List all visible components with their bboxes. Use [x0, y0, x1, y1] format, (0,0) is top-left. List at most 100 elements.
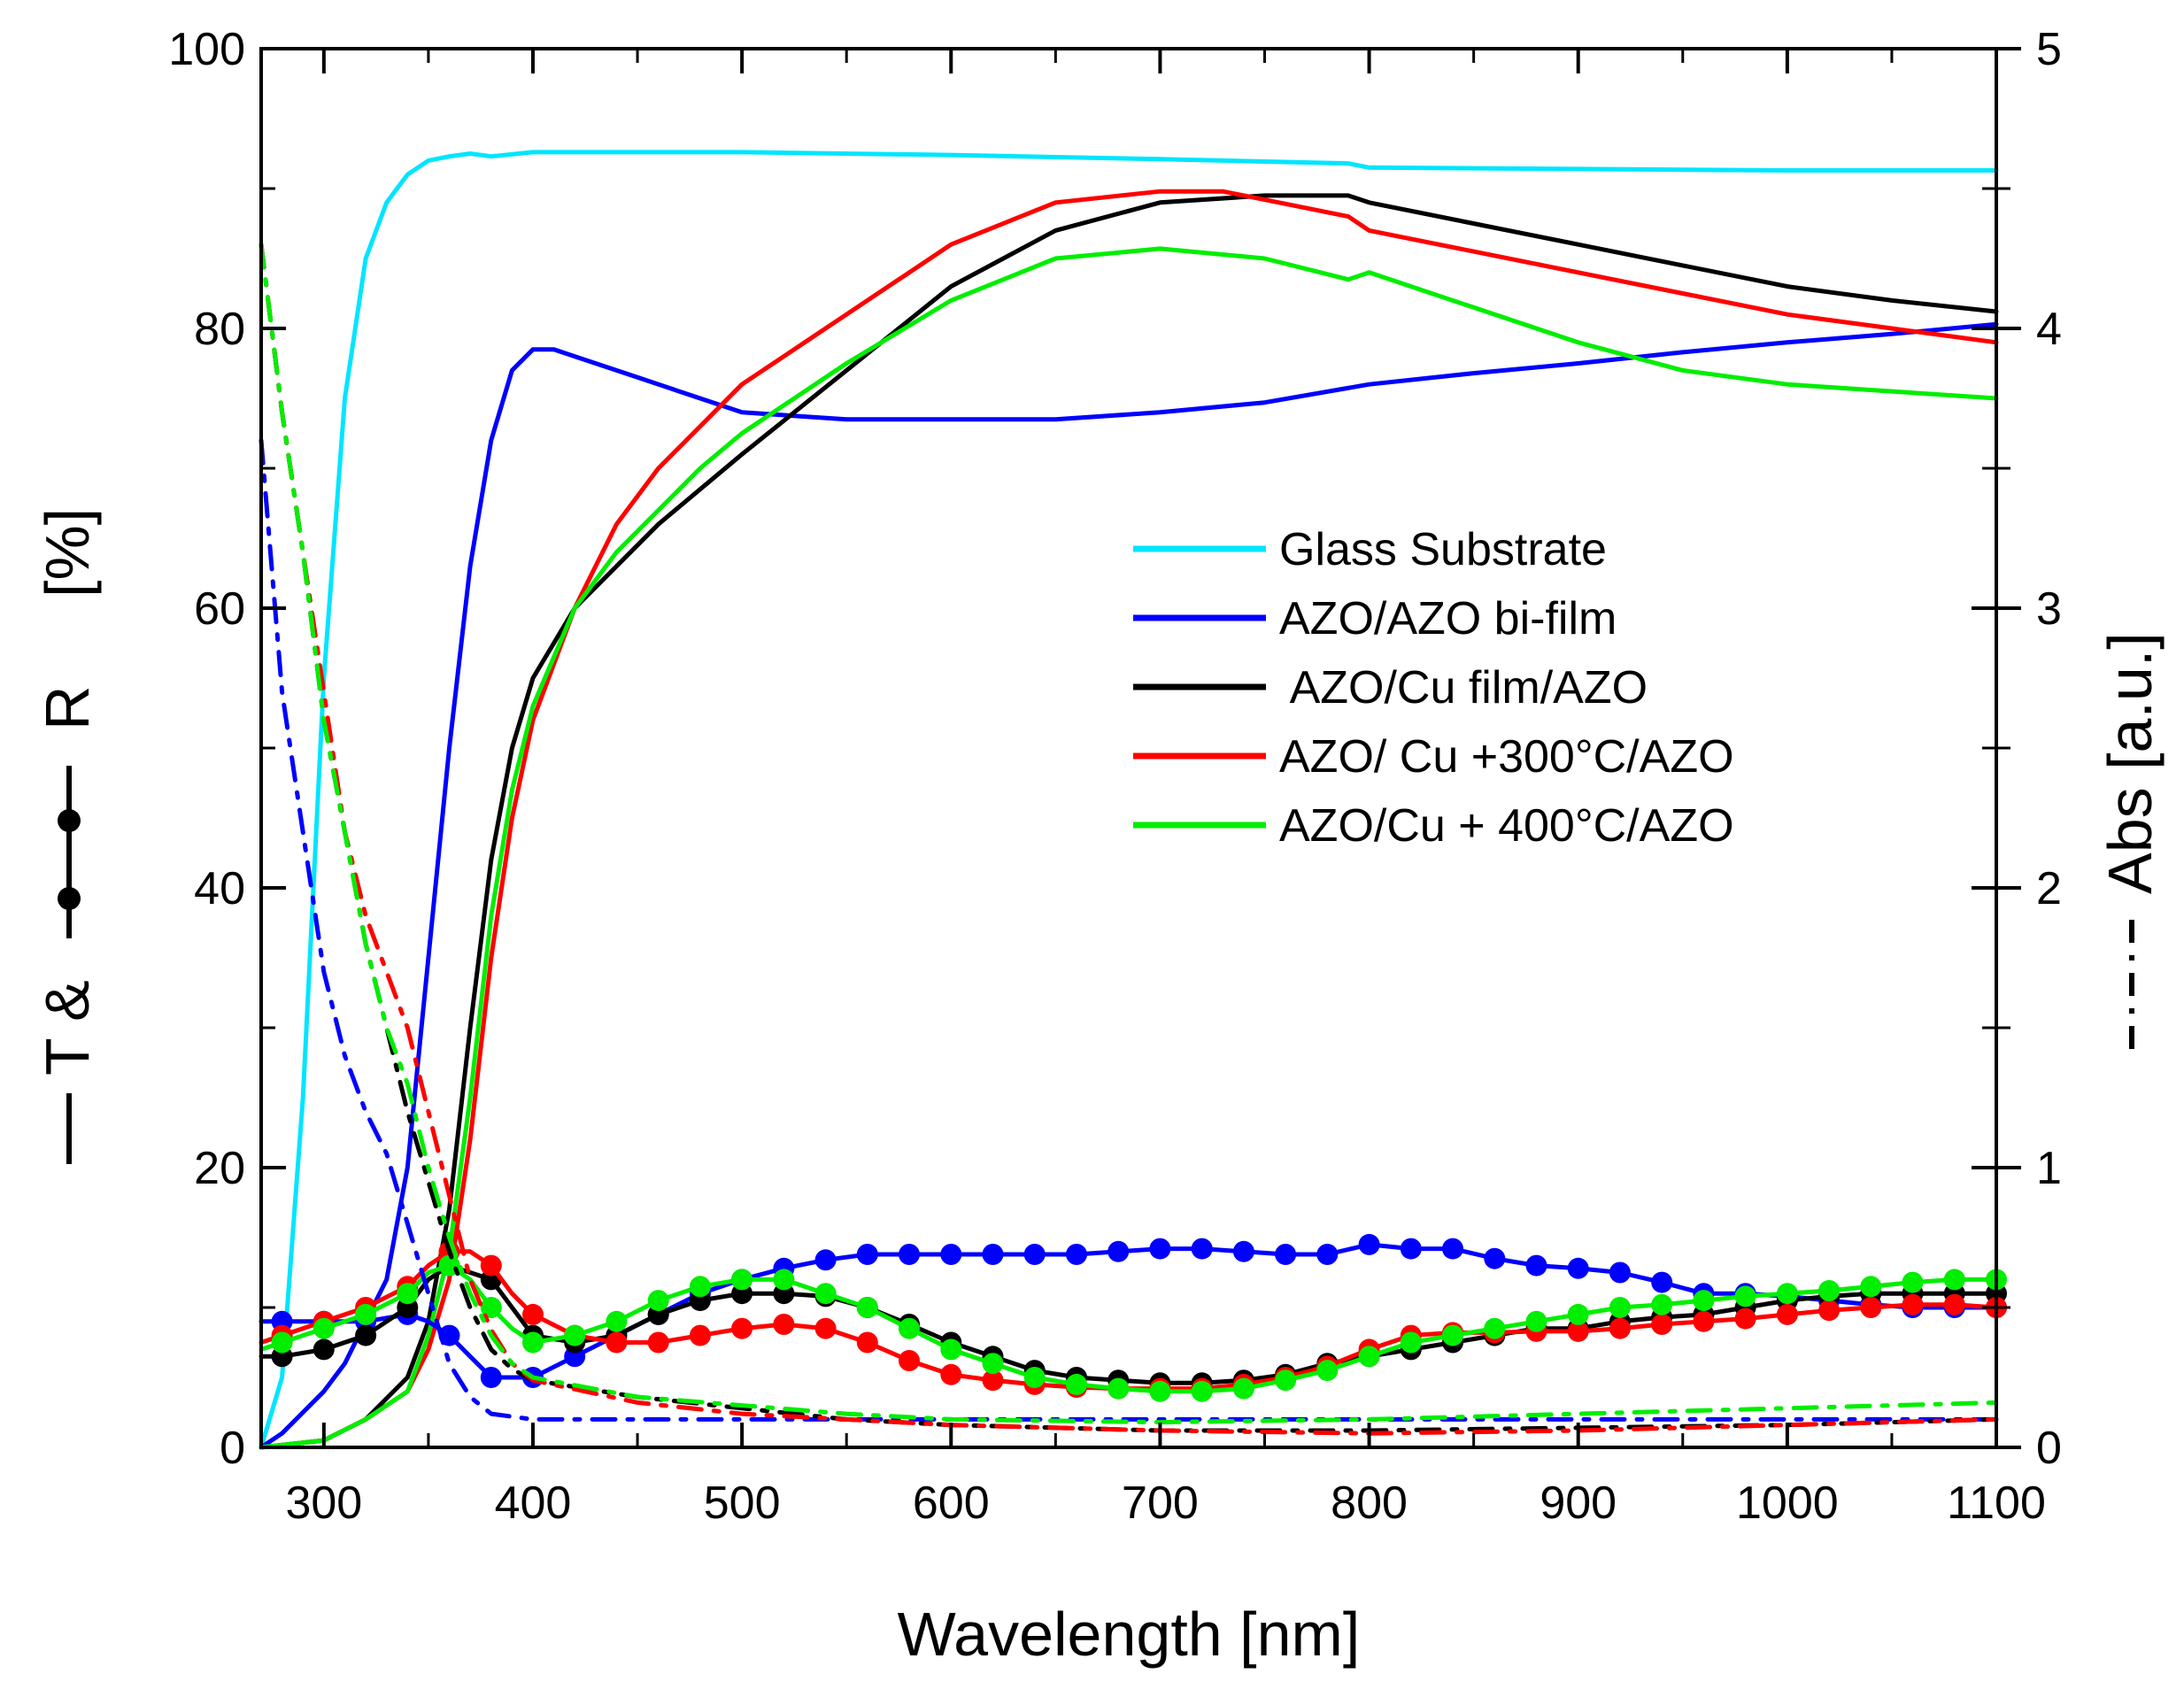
- series-transmittance-azo-cu-400-c-azo: [259, 246, 1999, 1450]
- marker-azo-cu-300-c-azo-600: [940, 1363, 962, 1385]
- marker-azo-cu-300-c-azo-1000: [1776, 1303, 1798, 1325]
- marker-azo-azo-bi-film-660: [1066, 1244, 1087, 1265]
- marker-azo-cu-400-c-azo-560: [856, 1297, 878, 1318]
- marker-azo-cu-400-c-azo-520: [773, 1269, 795, 1291]
- y-left-title-unit: [%]: [33, 508, 102, 598]
- marker-azo-cu-400-c-azo-780: [1316, 1360, 1339, 1382]
- marker-azo-cu-400-c-azo-420: [564, 1324, 586, 1346]
- marker-azo-azo-bi-film-920: [1609, 1261, 1631, 1284]
- marker-azo-azo-bi-film-940: [1651, 1271, 1673, 1293]
- marker-azo-cu-400-c-azo-400: [522, 1331, 544, 1354]
- marker-azo-cu-300-c-azo-940: [1651, 1314, 1673, 1335]
- marker-azo-cu-400-c-azo-860: [1484, 1317, 1506, 1339]
- marker-azo-cu-400-c-azo-480: [689, 1276, 711, 1298]
- marker-azo-cu-400-c-azo-320: [355, 1303, 377, 1325]
- marker-azo-azo-bi-film-560: [856, 1244, 878, 1265]
- y-right-tick-label-0: 0: [2036, 1423, 2062, 1474]
- marker-azo-azo-bi-film-840: [1442, 1238, 1463, 1260]
- marker-azo-azo-bi-film-800: [1358, 1233, 1380, 1255]
- marker-azo-cu-400-c-azo-1040: [1860, 1276, 1882, 1298]
- x-tick-label-1000: 1000: [1736, 1477, 1839, 1529]
- marker-azo-cu-400-c-azo-700: [1149, 1380, 1171, 1402]
- series-transmittance-glass-substrate: [259, 150, 1999, 1450]
- y-left-title-suffix: R: [33, 685, 102, 730]
- marker-azo-cu-300-c-azo-400: [522, 1303, 544, 1325]
- marker-azo-azo-bi-film-380: [480, 1367, 502, 1388]
- marker-azo-cu-400-c-azo-1020: [1818, 1280, 1841, 1301]
- y-left-title-prefix: T &: [33, 980, 102, 1076]
- marker-azo-cu-300-c-azo-620: [982, 1369, 1004, 1392]
- marker-azo-cu-300-c-azo-1060: [1902, 1293, 1924, 1315]
- marker-azo-cu-400-c-azo-920: [1609, 1297, 1631, 1318]
- series-reflectance-azo-cu-400-c-azo: [259, 1263, 1999, 1394]
- marker-azo-cu-300-c-azo-580: [899, 1350, 920, 1371]
- marker-azo-azo-bi-film-820: [1400, 1238, 1422, 1260]
- marker-azo-cu-400-c-azo-280: [271, 1331, 293, 1354]
- x-tick-label-400: 400: [495, 1477, 572, 1529]
- y-right-tick-label-1: 1: [2036, 1143, 2062, 1194]
- marker-azo-cu-300-c-azo-920: [1609, 1317, 1631, 1339]
- marker-azo-cu-300-c-azo-540: [814, 1317, 837, 1339]
- marker-azo-cu-400-c-azo-940: [1651, 1293, 1673, 1315]
- marker-azo-azo-bi-film-760: [1275, 1244, 1297, 1265]
- y-right-axis-ticks: 0 1 2 3 4 5: [1972, 24, 2062, 1474]
- marker-azo-cu-400-c-azo-1000: [1776, 1283, 1798, 1305]
- y-left-tick-label-0: 0: [220, 1423, 245, 1474]
- marker-azo-azo-bi-film-540: [814, 1249, 837, 1271]
- series-reflectance-azo-cu-300-c-azo: [259, 1249, 1999, 1392]
- series-reflectance-azo-cu-film-azo: [259, 1263, 1999, 1385]
- marker-azo-cu-300-c-azo-980: [1734, 1307, 1756, 1330]
- marker-azo-cu-300-c-azo-480: [689, 1324, 711, 1346]
- marker-azo-cu-400-c-azo-720: [1191, 1380, 1213, 1402]
- y-left-tick-label-20: 20: [194, 1143, 245, 1194]
- marker-azo-cu-400-c-azo-740: [1232, 1377, 1254, 1400]
- legend-label-azo-cu-300-c-azo: AZO/ Cu +300°C/AZO: [1279, 731, 1734, 783]
- marker-azo-cu-400-c-azo-500: [731, 1269, 753, 1291]
- marker-azo-azo-bi-film-780: [1316, 1244, 1339, 1265]
- marker-azo-cu-400-c-azo-540: [814, 1283, 837, 1305]
- marker-azo-cu-300-c-azo-440: [606, 1331, 628, 1354]
- marker-azo-azo-bi-film-620: [982, 1244, 1004, 1265]
- marker-azo-azo-bi-film-740: [1232, 1240, 1254, 1262]
- y-right-axis-title: Abs [a.u.]: [2095, 632, 2165, 1049]
- y-right-tick-label-3: 3: [2036, 583, 2062, 635]
- marker-azo-cu-400-c-azo-1060: [1902, 1271, 1924, 1293]
- series-transmittance-azo-cu-film-azo: [259, 193, 1999, 1450]
- marker-azo-cu-300-c-azo-1080: [1943, 1293, 1965, 1315]
- marker-azo-cu-300-c-azo-460: [647, 1331, 669, 1354]
- marker-azo-cu-400-c-azo-620: [982, 1353, 1004, 1375]
- legend-label-azo-azo-bi-film: AZO/AZO bi-film: [1279, 593, 1617, 644]
- x-tick-label-900: 900: [1540, 1477, 1617, 1529]
- x-tick-label-700: 700: [1122, 1477, 1199, 1529]
- legend-label-azo-cu-400-c-azo: AZO/Cu + 400°C/AZO: [1279, 800, 1734, 852]
- x-tick-label-1100: 1100: [1947, 1477, 2046, 1529]
- marker-azo-cu-400-c-azo-900: [1567, 1303, 1589, 1325]
- y-left-axis-ticks: 0 20 40 60 80 100: [168, 24, 286, 1474]
- y-right-title-text: Abs [a.u.]: [2095, 632, 2165, 894]
- marker-azo-cu-400-c-azo-580: [899, 1317, 920, 1339]
- marker-azo-cu-400-c-azo-340: [397, 1283, 419, 1305]
- y-left-tick-label-100: 100: [168, 24, 245, 75]
- marker-azo-cu-300-c-azo-520: [773, 1314, 795, 1335]
- marker-azo-cu-400-c-azo-380: [480, 1297, 502, 1318]
- y-left-title-marker-dot-1: [58, 887, 81, 910]
- marker-azo-azo-bi-film-720: [1191, 1238, 1213, 1260]
- marker-azo-azo-bi-film-600: [940, 1244, 962, 1265]
- marker-azo-azo-bi-film-880: [1525, 1254, 1547, 1277]
- y-left-axis-title: T & R [%]: [33, 508, 102, 1164]
- legend-label-azo-cu-film-azo: AZO/Cu film/AZO: [1279, 662, 1648, 714]
- marker-azo-azo-bi-film-700: [1149, 1238, 1171, 1260]
- y-right-tick-label-5: 5: [2036, 24, 2062, 75]
- marker-azo-cu-400-c-azo-820: [1400, 1331, 1422, 1354]
- marker-azo-cu-300-c-azo-560: [856, 1331, 878, 1354]
- x-axis-ticks: 300 400 500 600 700 800 900 1000 1100: [285, 49, 2046, 1529]
- series-transmittance-azo-cu-300-c-azo: [259, 189, 1999, 1450]
- marker-azo-cu-film-azo-300: [313, 1338, 335, 1361]
- marker-azo-cu-400-c-azo-680: [1107, 1377, 1130, 1400]
- y-left-tick-label-60: 60: [194, 583, 245, 635]
- marker-azo-cu-400-c-azo-600: [940, 1338, 962, 1361]
- x-tick-label-800: 800: [1331, 1477, 1408, 1529]
- y-left-tick-label-40: 40: [194, 863, 245, 914]
- marker-azo-cu-300-c-azo-1040: [1860, 1297, 1882, 1318]
- series-layer: [259, 150, 2007, 1450]
